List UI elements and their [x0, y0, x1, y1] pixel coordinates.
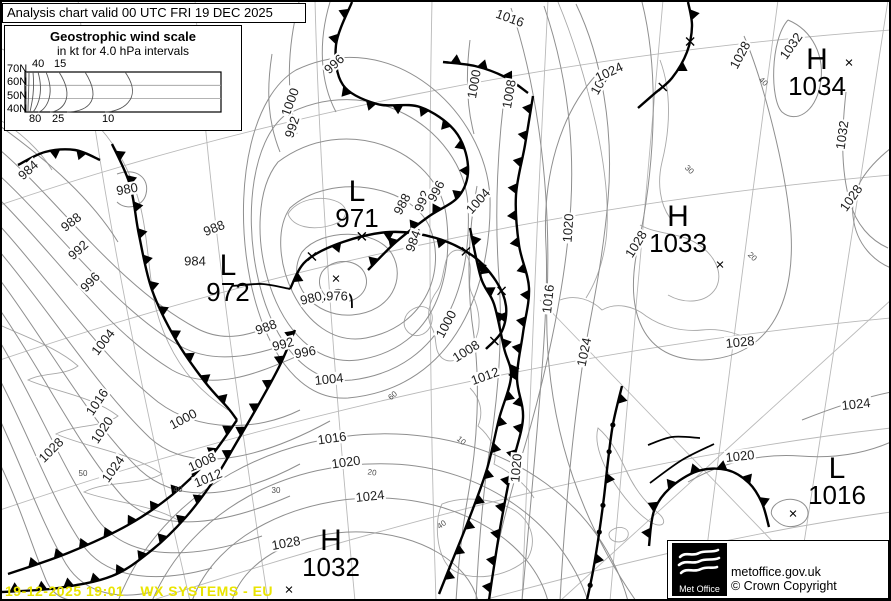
pressure-letter: H	[806, 43, 828, 76]
crown-copyright: © Crown Copyright	[731, 579, 837, 593]
isobar-label: 1028	[723, 333, 757, 351]
isobar-label: 1024	[839, 395, 873, 413]
wind-scale-bottom-label: 10	[102, 113, 115, 125]
wind-scale-panel: Geostrophic wind scale in kt for 4.0 hPa…	[4, 25, 242, 131]
pressure-center-cross: ×	[788, 505, 798, 523]
pressure-value: 972	[206, 277, 250, 307]
isobar-label: 1004	[312, 370, 346, 388]
pressure-center-l972: L 972	[206, 249, 250, 307]
north-sea-cold-front-line	[487, 95, 535, 601]
decaying-front-line-b-line	[649, 443, 715, 484]
wind-scale-curves	[25, 71, 133, 113]
isobar-label: 1020	[559, 212, 577, 244]
uk-cold-front-line	[437, 227, 513, 595]
pressure-value: 1032	[302, 552, 360, 582]
pressure-center-cross: ×	[844, 54, 854, 72]
west-extension-line-line	[231, 283, 291, 290]
pressure-center-h1034: H 1034	[788, 43, 846, 101]
pressure-value: 1016	[808, 480, 866, 510]
graticule-number: 20	[367, 467, 378, 478]
wind-scale-title: Geostrophic wind scale	[50, 29, 196, 44]
pressure-center-l971: L 971	[335, 175, 379, 233]
atlantic-cold-front-inner-symbols	[9, 330, 295, 592]
watermark: 19-12-2025 19:01 WX SYSTEMS - EU	[5, 583, 273, 599]
pressure-value: 1033	[649, 228, 707, 258]
wind-scale-lat-label: 40N	[7, 103, 28, 115]
isobar-label: 1020	[723, 447, 757, 465]
wind-scale-top-label: 15	[54, 58, 67, 70]
pressure-center-cross: ×	[284, 581, 294, 599]
pressure-center-l1016: L 1016	[808, 452, 866, 510]
wind-scale-lat-label: 70N	[7, 63, 28, 75]
pressure-center-h1032: H 1032	[302, 524, 360, 582]
wind-scale-bottom-label: 80	[29, 113, 42, 125]
weakening-front-northeast-line	[637, 1, 694, 109]
met-office-logo-waves	[677, 548, 721, 575]
scandinavia-cold-front-line	[334, 1, 470, 271]
pressure-value: 1034	[788, 71, 846, 101]
met-office-url[interactable]: metoffice.gov.uk	[731, 565, 821, 579]
decaying-front-line-a-line	[647, 435, 701, 446]
pressure-letter: L	[828, 452, 846, 485]
isobar-label: 1024	[353, 487, 387, 505]
pressure-center-cross: ×	[715, 256, 725, 274]
graticule-number: 30	[271, 486, 281, 495]
pressure-center-h1033: H 1033	[649, 200, 707, 258]
pressure-letter: H	[667, 200, 689, 233]
isobar-label: 1016	[539, 282, 557, 316]
pressure-center-cross: ×	[331, 270, 341, 288]
pressure-letter: L	[348, 175, 366, 208]
isobar-label: 984	[183, 253, 207, 269]
wind-scale-top-label: 40	[32, 58, 45, 70]
met-office-logo-text: Met Office	[679, 584, 720, 594]
isobar-label: 996	[292, 342, 318, 362]
wind-scale-lat-label: 60N	[7, 76, 28, 88]
title-bar: Analysis chart valid 00 UTC FRI 19 DEC 2…	[2, 3, 306, 23]
watermark-system: WX SYSTEMS - EU	[140, 583, 274, 599]
wind-scale-diagram	[24, 71, 222, 113]
italy-upper-trough-line	[585, 385, 624, 601]
greenland-cold-front-symbols	[115, 150, 228, 405]
isobar-label: 980	[114, 179, 140, 199]
graticule-number: 40	[173, 485, 183, 494]
branding-box: Met Office metoffice.gov.uk © Crown Copy…	[667, 540, 889, 599]
italy-upper-trough-symbols	[587, 393, 628, 588]
graticule-number: 50	[78, 469, 88, 478]
isobar-label: 1020	[507, 452, 525, 484]
wind-scale-lat-label: 50N	[7, 90, 28, 102]
isobar-label: 976	[325, 288, 349, 304]
uk-cold-front-symbols	[444, 235, 520, 580]
weakening-front-northeast-symbols	[658, 9, 700, 92]
watermark-datetime: 19-12-2025 19:01	[5, 583, 125, 599]
mediterranean-cold-front-symbols	[641, 460, 770, 539]
wind-scale-subtitle: in kt for 4.0 hPa intervals	[56, 44, 190, 58]
chart-title: Analysis chart valid 00 UTC FRI 19 DEC 2…	[7, 5, 273, 20]
wind-scale-bottom-label: 25	[52, 113, 65, 125]
pressure-letter: H	[320, 524, 342, 557]
pressure-value: 971	[335, 203, 379, 233]
mediterranean-cold-front-line	[647, 467, 771, 547]
pressure-letter: L	[219, 249, 237, 282]
met-office-logo: Met Office	[672, 543, 727, 596]
north-sea-cold-front-symbols	[481, 103, 532, 593]
branding-text: metoffice.gov.uk © Crown Copyright	[727, 541, 837, 598]
